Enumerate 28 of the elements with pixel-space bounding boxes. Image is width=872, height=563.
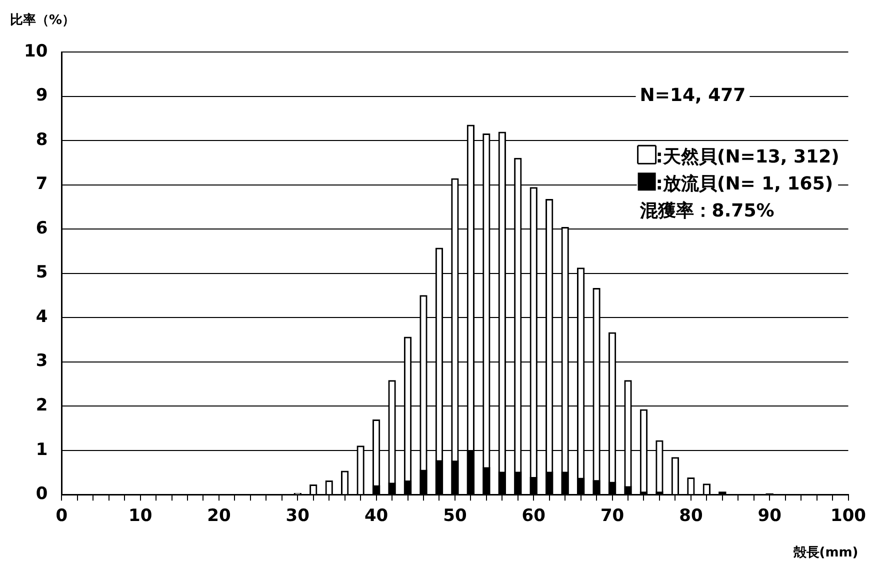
x-tick-label: 90 — [758, 506, 782, 526]
y-tick-label: 10 — [24, 41, 48, 62]
annotation: 混獲率：8.75% — [638, 200, 774, 222]
x-tick-label: 30 — [286, 506, 310, 526]
x-tick-label: 100 — [830, 506, 866, 526]
y-axis-title: 比率（%） — [10, 12, 76, 28]
annotation: N=14, 477 — [640, 84, 746, 106]
x-tick-label: 80 — [679, 506, 703, 526]
x-tick-label: 70 — [600, 506, 624, 526]
y-tick-label: 5 — [36, 262, 48, 283]
x-tick-label: 0 — [56, 506, 68, 526]
y-tick-label: 7 — [36, 174, 48, 194]
y-tick-label: 4 — [36, 306, 48, 327]
y-tick-label: 0 — [36, 484, 48, 504]
y-tick-label: 9 — [36, 86, 48, 106]
x-tick-label: 20 — [207, 506, 231, 526]
x-tick-label: 60 — [522, 506, 546, 526]
y-tick-label: 6 — [36, 218, 48, 238]
x-tick-label: 50 — [443, 506, 467, 526]
legend-label: :天然貝(N=13, 312) — [656, 146, 840, 168]
legend-label: :放流貝(N= 1, 165) — [656, 174, 834, 195]
x-axis-title: 殻長(mm) — [792, 546, 858, 561]
x-tick-label: 10 — [128, 506, 152, 526]
y-tick-label: 3 — [36, 351, 48, 372]
y-tick-label: 8 — [36, 130, 48, 150]
y-tick-label: 1 — [36, 440, 48, 460]
y-tick-label: 2 — [36, 396, 48, 416]
x-tick-label: 40 — [364, 506, 388, 526]
